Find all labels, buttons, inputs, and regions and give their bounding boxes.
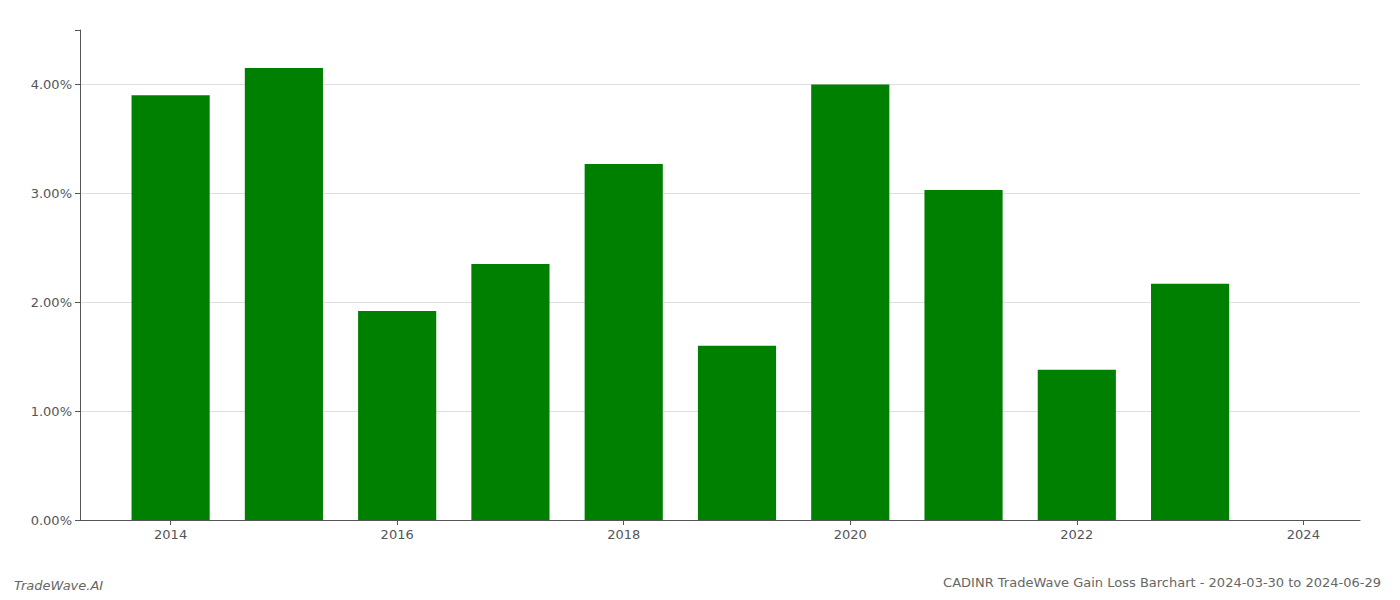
svg-text:4.00%: 4.00%: [31, 77, 72, 92]
svg-text:2014: 2014: [154, 527, 187, 542]
svg-text:2016: 2016: [381, 527, 414, 542]
svg-text:2024: 2024: [1287, 527, 1320, 542]
svg-text:1.00%: 1.00%: [31, 404, 72, 419]
svg-text:2.00%: 2.00%: [31, 295, 72, 310]
svg-text:2018: 2018: [607, 527, 640, 542]
svg-text:CADINR TradeWave Gain Loss Bar: CADINR TradeWave Gain Loss Barchart - 20…: [943, 575, 1381, 590]
svg-text:3.00%: 3.00%: [31, 186, 72, 201]
svg-text:TradeWave.AI: TradeWave.AI: [14, 578, 103, 593]
svg-text:0.00%: 0.00%: [31, 513, 72, 528]
svg-text:2022: 2022: [1060, 527, 1093, 542]
svg-text:2020: 2020: [834, 527, 867, 542]
